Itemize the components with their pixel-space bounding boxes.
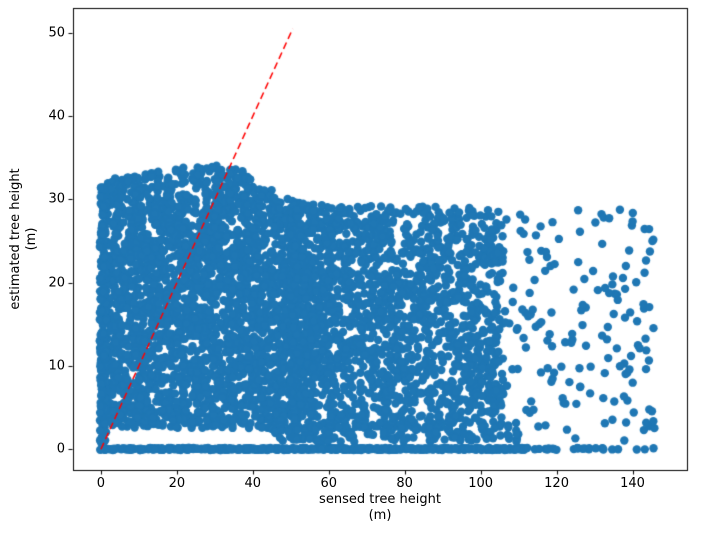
x-tick-label: 140 [620, 476, 645, 491]
y-tick-label: 20 [48, 275, 65, 291]
x-tick-label: 60 [320, 476, 338, 491]
x-tick-label: 0 [96, 476, 106, 491]
x-axis-label: sensed tree height (m) [319, 492, 441, 524]
x-tick-label: 100 [468, 476, 494, 491]
x-tick-label: 40 [244, 476, 262, 491]
y-axis-label: estimated tree height (m) [7, 168, 39, 310]
x-tick-label: 20 [168, 476, 186, 491]
x-tick-label: 80 [396, 476, 413, 491]
y-tick-label: 30 [48, 191, 65, 207]
y-tick-label: 0 [56, 441, 65, 457]
y-tick-label: 10 [48, 358, 65, 374]
y-tick-label: 40 [48, 108, 65, 124]
y-tick-label: 50 [48, 25, 65, 41]
x-tick-label: 120 [544, 476, 569, 491]
